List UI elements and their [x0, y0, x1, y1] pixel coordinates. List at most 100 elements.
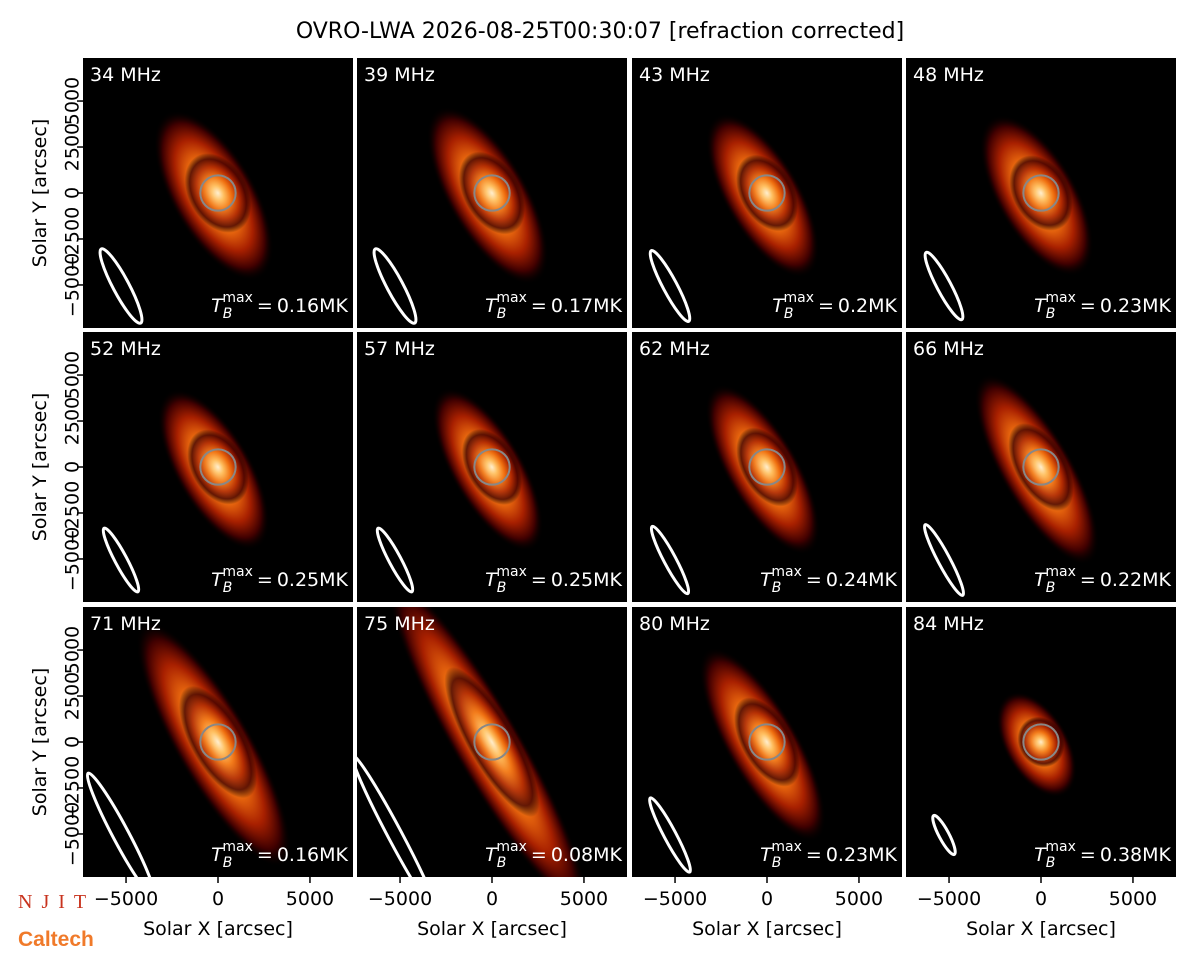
- beam: [648, 796, 692, 874]
- emission-core: [461, 428, 523, 506]
- solar-disk: [473, 174, 511, 212]
- y-tick-label: 2500: [62, 397, 84, 445]
- tb-max: TBmax = 0.25MK: [211, 564, 348, 596]
- tb-equals: =: [1080, 569, 1096, 591]
- logo-caltech: Caltech: [18, 928, 94, 951]
- beam: [648, 249, 692, 323]
- emission-core: [187, 429, 249, 505]
- tb-sub: B: [497, 855, 507, 871]
- y-tick-label: −5000: [62, 802, 84, 866]
- panel-frequency: 39 MHz: [364, 64, 435, 86]
- emission-core: [444, 667, 540, 817]
- tb-symbol: T: [485, 844, 498, 866]
- x-tick-label: 0: [212, 888, 224, 910]
- tb-equals: =: [1080, 844, 1096, 866]
- tb-symbol: T: [485, 569, 498, 591]
- y-tick-label: −5000: [62, 527, 84, 591]
- y-tick-label: −2500: [61, 481, 83, 545]
- tb-sup: max: [222, 290, 253, 306]
- tb-equals: =: [806, 569, 822, 591]
- tb-value: 0.24MK: [826, 569, 898, 591]
- panel-frequency: 43 MHz: [639, 64, 710, 86]
- y-tick-label: 5000: [62, 626, 84, 674]
- panel-frequency: 75 MHz: [364, 613, 435, 635]
- tb-value: 0.25MK: [277, 569, 349, 591]
- beam: [101, 526, 141, 594]
- tb-symbol: T: [211, 844, 224, 866]
- tb-sup: max: [783, 290, 814, 306]
- tb-sub: B: [1046, 306, 1056, 322]
- tb-equals: =: [257, 295, 273, 317]
- solar-disk: [1022, 448, 1060, 486]
- tb-sub: B: [223, 855, 233, 871]
- emission-core: [736, 154, 798, 232]
- x-axis-label: Solar X [arcsec]: [143, 918, 293, 940]
- tb-sup: max: [222, 564, 253, 580]
- panel-frequency: 80 MHz: [639, 613, 710, 635]
- tb-symbol: T: [211, 295, 224, 317]
- x-tick-label: 5000: [1109, 888, 1157, 910]
- tb-equals: =: [1080, 295, 1096, 317]
- solar-disk: [748, 723, 786, 761]
- emission-core: [178, 685, 258, 799]
- logo-njit: NJIT: [18, 891, 95, 913]
- y-tick-label: −2500: [61, 756, 83, 820]
- tb-max: TBmax = 0.2MK: [772, 290, 897, 322]
- tb-max: TBmax = 0.25MK: [485, 564, 622, 596]
- y-axis-label: Solar Y [arcsec]: [29, 119, 51, 267]
- tb-sup: max: [1045, 290, 1076, 306]
- y-tick-label: 0: [62, 736, 84, 748]
- tb-equals: =: [818, 295, 834, 317]
- tb-symbol: T: [1034, 295, 1047, 317]
- tb-value: 0.23MK: [826, 844, 898, 866]
- y-tick-label: 2500: [62, 672, 84, 720]
- solar-disk: [748, 448, 786, 486]
- tb-sub: B: [784, 306, 794, 322]
- tb-sub: B: [497, 580, 507, 596]
- y-tick-label: 0: [62, 187, 84, 199]
- panel: [357, 58, 627, 328]
- panel: [83, 332, 353, 602]
- x-tick-label: 0: [761, 888, 773, 910]
- beam: [649, 524, 691, 596]
- panel-frequency: 52 MHz: [90, 338, 161, 360]
- tb-symbol: T: [1034, 569, 1047, 591]
- tb-max: TBmax = 0.23MK: [760, 839, 897, 871]
- tb-sub: B: [223, 306, 233, 322]
- tb-symbol: T: [760, 844, 773, 866]
- x-axis-label: Solar X [arcsec]: [966, 918, 1116, 940]
- beam: [922, 523, 966, 597]
- panel: [83, 58, 353, 328]
- tb-sub: B: [772, 580, 782, 596]
- panel: [632, 607, 902, 877]
- tb-sup: max: [496, 839, 527, 855]
- panel: [83, 607, 353, 877]
- tb-symbol: T: [772, 295, 785, 317]
- tb-max: TBmax = 0.38MK: [1034, 839, 1171, 871]
- y-tick-label: −5000: [62, 253, 84, 317]
- beam: [85, 771, 157, 877]
- panel: [357, 332, 627, 602]
- y-tick-label: 2500: [62, 123, 84, 171]
- tb-symbol: T: [485, 295, 498, 317]
- emission-core: [734, 697, 800, 787]
- beam: [931, 813, 957, 857]
- beam: [98, 247, 144, 325]
- solar-disk: [1022, 174, 1060, 212]
- x-tick-label: −5000: [94, 888, 158, 910]
- x-axis-label: Solar X [arcsec]: [692, 918, 842, 940]
- tb-sub: B: [1046, 855, 1056, 871]
- tb-sup: max: [1045, 839, 1076, 855]
- panel-frequency: 66 MHz: [913, 338, 984, 360]
- emission-core: [1009, 155, 1073, 231]
- x-tick-label: 0: [1035, 888, 1047, 910]
- solar-disk: [748, 174, 786, 212]
- tb-equals: =: [257, 569, 273, 591]
- tb-equals: =: [531, 295, 547, 317]
- tb-equals: =: [531, 569, 547, 591]
- panel-frequency: 48 MHz: [913, 64, 984, 86]
- beam: [372, 247, 418, 325]
- x-axis-label: Solar X [arcsec]: [417, 918, 567, 940]
- tb-equals: =: [806, 844, 822, 866]
